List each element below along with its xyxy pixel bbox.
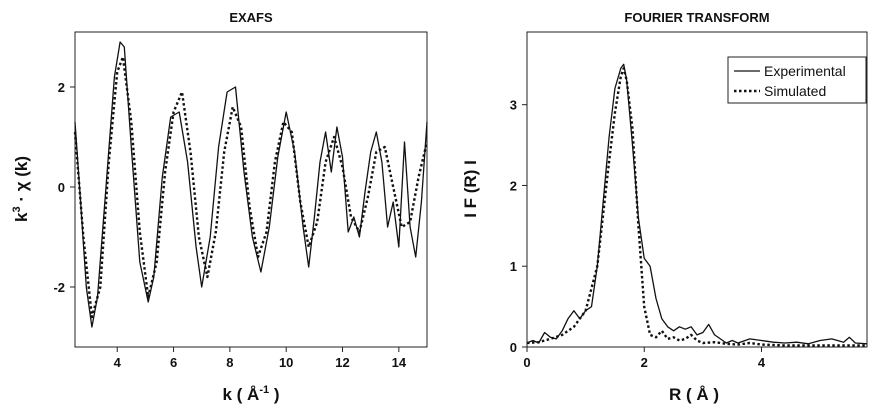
fourier-series [526,63,868,347]
exafs-y-tick-label: -2 [53,280,65,295]
exafs-y-tick-label: 2 [58,80,65,95]
legend-box [727,56,867,104]
fourier-y-tick-label: 0 [510,340,517,355]
exafs-x-tick-label: 12 [335,355,349,370]
exafs-x-tick-label: 10 [279,355,293,370]
exafs-x-tick-label: 4 [114,355,122,370]
exafs-x-axis-label: k ( Å-1 ) [222,384,279,404]
exafs-y-tick-label: 0 [58,180,65,195]
exafs-title: EXAFS [229,10,273,25]
fourier-title: FOURIER TRANSFORM [624,10,769,25]
exafs-x-tick-label: 14 [392,355,407,370]
fourier-y-axis-label: I F (R) I [461,160,480,218]
fourier-plot-frame [526,31,868,348]
fourier-x-tick-label: 0 [523,355,530,370]
exafs-plot-frame [74,31,428,348]
exafs-ticks: 4 6 8 10 12 14 2 0 -2 [53,80,406,370]
exafs-x-tick-label: 8 [226,355,233,370]
legend-label-simulated: Simulated [764,83,826,99]
fourier-y-tick-label: 2 [510,178,517,193]
exafs-y-axis-label: k3 · χ (k) [11,156,31,222]
fourier-legend: Experimental Simulated [727,56,867,104]
fourier-y-tick-label: 3 [510,98,517,113]
fourier-x-axis-label: R ( Å ) [669,385,719,404]
fourier-x-tick-label: 2 [641,355,648,370]
fourier-y-tick-label: 1 [510,259,517,274]
fourier-simulated-line [526,67,867,347]
exafs-x-tick-label: 6 [170,355,177,370]
legend-label-experimental: Experimental [764,63,846,79]
exafs-experimental-line [74,41,428,328]
fourier-experimental-line [526,63,868,345]
fourier-x-tick-label: 4 [758,355,766,370]
fourier-ticks: 0 2 4 0 1 2 3 [510,98,766,370]
exafs-series [73,41,429,328]
fourier-transform-chart: FOURIER TRANSFORM R ( Å ) I F (R) I 0 2 40… [461,10,868,404]
exafs-simulated-line [73,55,429,319]
exafs-chart: EXAFS k ( Å-1 ) k3 · χ (k) 4 6 8 10 12 14 2 0 -2 [11,10,429,404]
